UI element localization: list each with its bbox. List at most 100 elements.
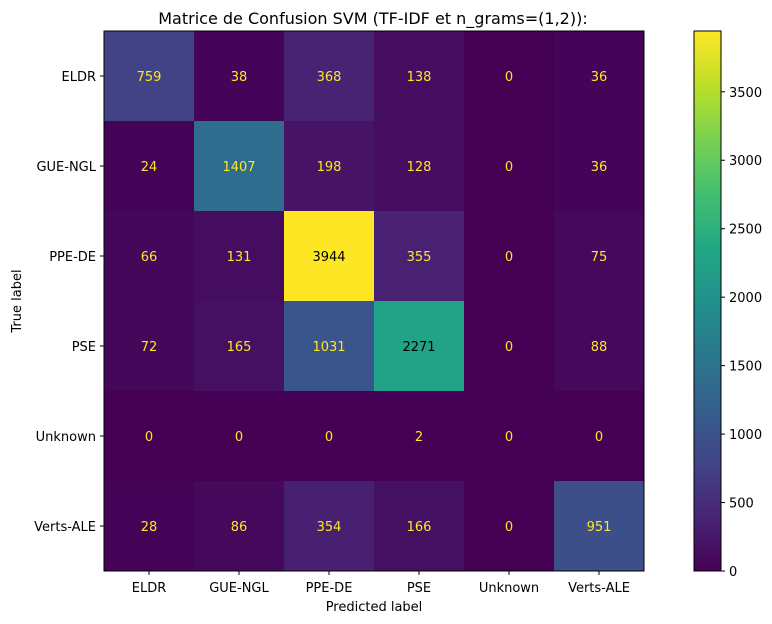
heatmap-cell <box>464 481 555 572</box>
cell-value-label: 0 <box>595 430 603 445</box>
heatmap-cell <box>374 211 465 302</box>
heatmap-cell <box>554 31 645 122</box>
heatmap-cell <box>554 391 645 482</box>
heatmap-cell <box>194 121 285 212</box>
colorbar-tick-label: 500 <box>729 497 754 512</box>
heatmap-cell <box>194 481 285 572</box>
heatmap-cell <box>374 481 465 572</box>
colorbar-tick-label: 1500 <box>729 360 762 375</box>
colorbar-tick-label: 2500 <box>729 223 762 238</box>
heatmap-cell <box>104 481 195 572</box>
y-tick-label: Verts-ALE <box>34 520 96 535</box>
cell-value-label: 66 <box>141 250 158 265</box>
x-tick-label: PSE <box>407 581 431 596</box>
x-tick-label: Verts-ALE <box>568 581 630 596</box>
heatmap-cell <box>464 211 555 302</box>
heatmap-cell <box>104 211 195 302</box>
cell-value-label: 138 <box>407 70 432 85</box>
cell-value-label: 198 <box>317 160 342 175</box>
y-axis-label: True label <box>10 269 25 333</box>
heatmap-frame <box>103 30 645 572</box>
cell-value-label: 759 <box>137 70 162 85</box>
heatmap-cell <box>284 301 375 392</box>
heatmap-cell <box>374 301 465 392</box>
x-tick-label: Unknown <box>479 581 539 596</box>
cell-value-label: 36 <box>591 160 608 175</box>
colorbar <box>693 30 722 572</box>
heatmap-cell <box>464 121 555 212</box>
x-tick-label: GUE-NGL <box>209 581 269 596</box>
colorbar-ticks: 0 500 1000 1500 2000 2500 3000 3500 <box>721 86 762 580</box>
cell-value-label: 2 <box>415 430 423 445</box>
heatmap-cell <box>554 481 645 572</box>
heatmap-cell <box>554 121 645 212</box>
cell-value-label: 128 <box>407 160 432 175</box>
cell-value-label: 38 <box>231 70 248 85</box>
heatmap-cell <box>104 31 195 122</box>
cell-value-label: 0 <box>505 520 513 535</box>
colorbar-tick-label: 3000 <box>729 154 762 169</box>
heatmap-cell <box>284 31 375 122</box>
heatmap-cell <box>374 391 465 482</box>
cell-value-label: 131 <box>227 250 252 265</box>
heatmap-cell <box>104 391 195 482</box>
heatmap-cell <box>284 481 375 572</box>
x-tick-label: ELDR <box>132 581 167 596</box>
cell-value-label: 28 <box>141 520 158 535</box>
colorbar-tick-label: 1000 <box>729 428 762 443</box>
cell-value-label: 354 <box>317 520 342 535</box>
heatmap-cell <box>464 31 555 122</box>
cell-value-label: 0 <box>505 340 513 355</box>
cell-value-label: 166 <box>407 520 432 535</box>
cell-value-label: 0 <box>505 160 513 175</box>
cell-value-label: 2271 <box>402 340 435 355</box>
colorbar-tick-label: 3500 <box>729 86 762 101</box>
cell-value-label: 36 <box>591 70 608 85</box>
heatmap-cells: 759 38 368 138 0 36 24 1407 198 128 0 36 66 131 3944 35… <box>104 31 645 572</box>
cell-value-label: 86 <box>231 520 248 535</box>
cell-value-label: 0 <box>145 430 153 445</box>
x-axis-label: Predicted label <box>326 600 423 615</box>
x-axis-ticks: ELDR GUE-NGL PPE-DE PSE Unknown Verts-ALE <box>132 571 630 596</box>
y-tick-label: Unknown <box>36 430 96 445</box>
cell-value-label: 1407 <box>222 160 255 175</box>
heatmap-cell <box>104 301 195 392</box>
colorbar-tick-label: 0 <box>729 565 737 580</box>
cell-value-label: 355 <box>407 250 432 265</box>
cell-value-label: 0 <box>505 70 513 85</box>
heatmap-cell <box>374 31 465 122</box>
cell-value-label: 165 <box>227 340 252 355</box>
heatmap-cell <box>194 211 285 302</box>
heatmap-cell <box>284 391 375 482</box>
cell-value-label: 24 <box>141 160 158 175</box>
cell-value-label: 951 <box>587 520 612 535</box>
cell-value-label: 75 <box>591 250 608 265</box>
cell-value-label: 368 <box>317 70 342 85</box>
heatmap-cell <box>194 31 285 122</box>
cell-value-label: 3944 <box>312 250 345 265</box>
heatmap-cell <box>194 391 285 482</box>
y-tick-label: PPE-DE <box>49 250 96 265</box>
cell-value-label: 72 <box>141 340 158 355</box>
heatmap-cell <box>554 301 645 392</box>
colorbar-tick-label: 2000 <box>729 291 762 306</box>
cell-value-label: 0 <box>235 430 243 445</box>
heatmap-cell <box>374 121 465 212</box>
cell-value-label: 1031 <box>312 340 345 355</box>
heatmap-cell <box>284 211 375 302</box>
cell-value-label: 88 <box>591 340 608 355</box>
y-tick-label: ELDR <box>62 70 97 85</box>
chart-title: Matrice de Confusion SVM (TF-IDF et n_gr… <box>158 9 587 29</box>
y-axis-ticks: ELDR GUE-NGL PPE-DE PSE Unknown Verts-ALE <box>34 70 104 535</box>
y-tick-label: PSE <box>72 340 96 355</box>
x-tick-label: PPE-DE <box>306 581 353 596</box>
heatmap-cell <box>104 121 195 212</box>
cell-value-label: 0 <box>325 430 333 445</box>
heatmap-cell <box>464 301 555 392</box>
cell-value-label: 0 <box>505 250 513 265</box>
cell-value-label: 0 <box>505 430 513 445</box>
heatmap-cell <box>464 391 555 482</box>
heatmap-cell <box>194 301 285 392</box>
y-tick-label: GUE-NGL <box>36 160 96 175</box>
